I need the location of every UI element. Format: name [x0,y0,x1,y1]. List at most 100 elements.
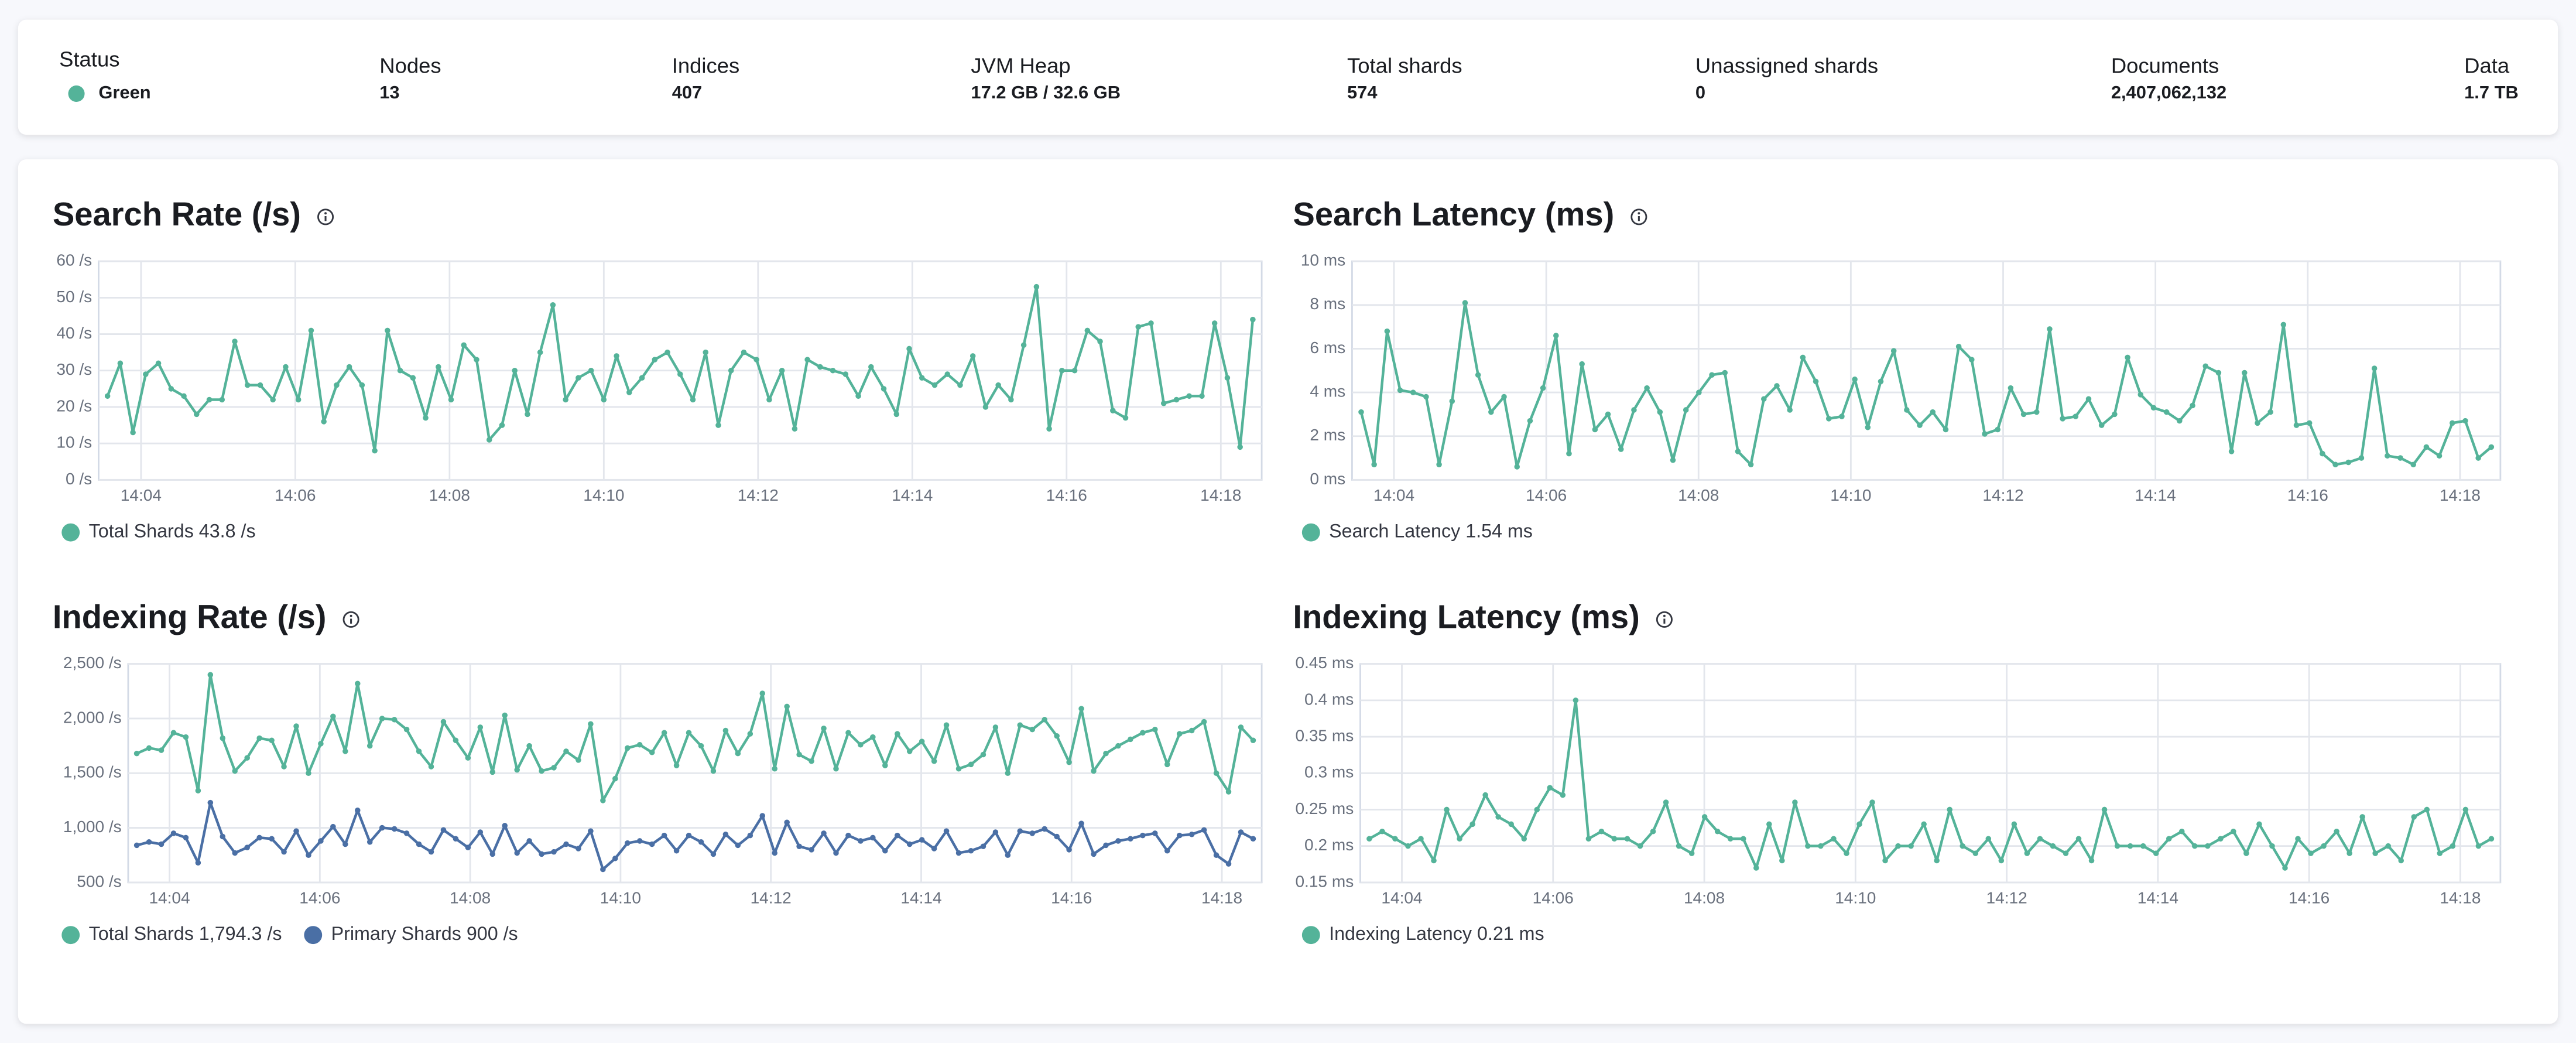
chart-title: Search Latency (ms) [1293,196,1614,232]
data-point [804,357,810,363]
data-point [385,327,390,334]
data-point [1624,836,1630,842]
data-point [652,357,658,363]
legend-swatch [1301,926,1320,945]
data-point [1934,857,1940,864]
data-point [894,832,900,839]
y-tick-label: 500 /s [77,872,121,890]
data-point [747,731,753,737]
data-point [1657,409,1663,415]
data-point [117,360,124,367]
data-point [1930,409,1936,415]
x-tick-label: 14:06 [299,888,340,907]
data-point [1017,722,1023,728]
data-point [499,422,505,428]
data-point [1631,407,1637,413]
data-point [649,750,655,755]
x-tick-label: 14:10 [583,486,624,504]
data-point [698,743,704,749]
stat-label: Documents [2111,54,2219,78]
data-point [525,411,530,418]
data-point [1122,415,1129,421]
data-point [1128,736,1133,743]
data-point [792,426,798,432]
data-point [1164,761,1170,768]
info-icon [1656,611,1673,628]
data-point [1508,821,1514,827]
data-point [1637,843,1643,849]
data-point [1042,826,1047,832]
data-point [410,375,416,381]
data-point [624,745,631,751]
data-point [346,364,352,370]
x-tick-label: 14:10 [1830,486,1871,504]
data-point [1779,857,1785,864]
info-icon-dot [324,212,327,215]
info-icon-dot [1663,614,1666,617]
data-point [526,743,532,749]
y-tick-label: 0.25 ms [1295,799,1354,818]
chart-title: Indexing Latency (ms) [1293,599,1639,635]
data-point [2462,806,2469,813]
data-point [2462,418,2468,424]
data-point [1238,724,1244,730]
data-point [2050,843,2056,849]
data-point [2228,449,2235,454]
data-point [1605,411,1611,418]
data-point [2293,422,2300,428]
data-point [2063,850,2069,856]
x-tick-label: 14:06 [275,486,316,504]
data-point [183,734,189,740]
data-point [1670,457,1676,463]
data-point [759,690,766,696]
data-point [1224,375,1231,381]
data-point [1436,461,1442,468]
data-point [1688,850,1695,856]
data-point [1825,416,1832,422]
data-point [306,852,311,858]
data-point [1176,731,1183,737]
x-tick-label: 14:16 [1051,888,1092,907]
data-point [1115,838,1121,844]
series-line [136,801,1254,871]
y-tick-label: 0 ms [1310,470,1345,488]
data-point [477,829,484,835]
data-point [2166,836,2172,842]
data-point [295,396,302,403]
data-point [133,750,140,757]
data-point [576,757,581,763]
data-point [968,761,974,768]
data-point [489,769,496,775]
data-point [2047,326,2053,332]
x-tick-label: 14:08 [1684,888,1725,907]
x-tick-label: 14:08 [1678,486,1719,504]
data-point [1176,832,1183,839]
data-point [1071,367,1078,374]
data-point [244,382,251,388]
data-point [1449,398,1455,404]
data-point [1423,394,1429,400]
data-point [1173,396,1180,403]
data-point [2437,850,2443,856]
data-point [882,847,888,854]
data-point [906,748,913,754]
data-point [453,737,459,744]
y-tick-label: 4 ms [1310,382,1345,400]
data-point [526,838,532,844]
data-point [881,386,887,392]
data-point [1818,843,1824,849]
data-point [766,396,772,403]
x-tick-label: 14:18 [2440,888,2481,907]
data-point [600,798,606,803]
data-point [257,382,263,388]
x-tick-label: 14:06 [1526,486,1567,504]
data-point [673,762,680,768]
data-point [588,367,594,374]
data-point [2436,453,2443,459]
data-point [244,844,250,850]
data-point [1696,389,1702,395]
data-point [2215,370,2222,376]
data-point [1869,799,1875,805]
data-point [1358,409,1364,415]
data-point [1188,727,1195,734]
